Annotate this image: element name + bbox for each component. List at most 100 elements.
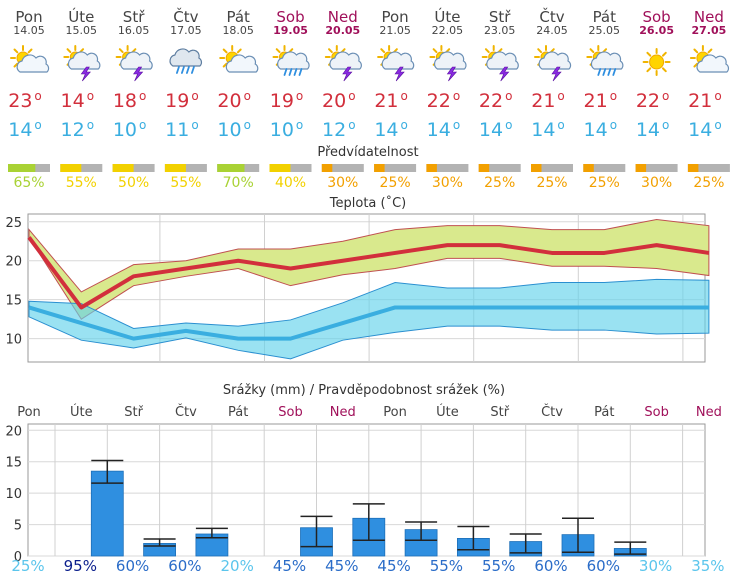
day-name: Pát [593, 8, 617, 26]
day-name: Čtv [539, 7, 564, 26]
max-temp-label: 21 o [374, 89, 408, 112]
cloud-shape [16, 54, 50, 73]
precipitation-error-bar [405, 521, 438, 542]
precipitation-probability: 35% [691, 557, 724, 573]
precip-day-name: Sob [278, 405, 302, 420]
predictability-percent: 25% [484, 175, 515, 191]
temperature-y-tick: 15 [5, 294, 22, 309]
day-date: 19.05 [273, 24, 308, 37]
max-temp-label: 21 o [584, 89, 618, 112]
rain-drop [190, 66, 195, 74]
rain-drop [175, 66, 180, 74]
predictability-percent: 30% [432, 175, 463, 191]
cloud-shape [277, 51, 310, 70]
sun-ray [328, 48, 333, 54]
predictability-bar-bg [374, 164, 417, 172]
cloud-shape [225, 54, 259, 73]
cloud-shape [590, 51, 624, 70]
precipitation-probability: 45% [325, 557, 358, 573]
predictability-bar-fill [112, 164, 134, 172]
sun-ray [707, 48, 713, 54]
day-date: 26.05 [639, 24, 674, 37]
precip-day-name: Úte [436, 404, 459, 420]
max-temp-label: 18 o [113, 89, 147, 112]
temperature-y-tick: 25 [5, 216, 22, 231]
day-date: 23.05 [484, 24, 516, 37]
min-temp-label: 14 o [374, 118, 408, 141]
precip-day-name: Úte [70, 404, 93, 420]
predictability-percent: 30% [327, 175, 358, 191]
predictability-bar-fill [321, 164, 333, 172]
cloud-shape [67, 51, 101, 70]
day-name: Pát [226, 8, 250, 26]
predictability-bar-bg [635, 164, 678, 172]
temperature-y-tick: 10 [5, 333, 22, 348]
precipitation-bar [90, 470, 124, 557]
predictability-bar-fill [374, 164, 385, 172]
precipitation-probability: 55% [430, 557, 463, 573]
min-temp-label: 10 o [270, 118, 304, 141]
predictability-percent: 65% [13, 175, 44, 191]
sun-ray [66, 48, 72, 54]
sun-ray [646, 67, 652, 73]
precipitation-probability: 60% [168, 557, 201, 573]
rain-drop [288, 68, 293, 76]
lightning-bolt [342, 66, 353, 82]
predictability-percent: 25% [380, 175, 411, 191]
predictability-bar-bg [687, 164, 730, 172]
sun-ray [118, 48, 124, 54]
predictability-bar-fill [60, 164, 82, 172]
predictability-bar-fill [478, 164, 490, 172]
precip-day-name: Čtv [541, 404, 563, 420]
precipitation-probability: 55% [482, 557, 515, 573]
precipitation-probability: 60% [534, 557, 567, 573]
partly-cloudy-icon [689, 45, 730, 73]
precip-day-name: Čtv [175, 404, 197, 420]
precip-day-name: Sob [644, 405, 668, 420]
day-date: 14.05 [13, 24, 45, 37]
max-temperature-band [28, 218, 710, 320]
sun-ray [222, 48, 228, 54]
min-temp-label: 14 o [479, 118, 513, 141]
precip-day-name: Pát [594, 405, 614, 420]
min-temp-label: 11 o [165, 118, 199, 141]
precip-day-name: Pon [17, 405, 41, 420]
precip-day-name: Stř [124, 405, 143, 420]
cloud-shape [696, 54, 730, 73]
precipitation-error-bar [352, 503, 385, 542]
day-name: Ned [328, 8, 358, 26]
predictability-percent: 30% [641, 175, 672, 191]
precipitation-probability: 20% [221, 557, 254, 573]
min-temp-label: 10 o [217, 118, 251, 141]
precipitation-y-tick: 15 [5, 456, 22, 471]
precipitation-probability: 95% [64, 557, 97, 573]
partly-cloudy-icon [10, 45, 50, 73]
day-name: Pon [381, 8, 408, 26]
lightning-bolt [551, 66, 562, 82]
predictability-bar-fill [8, 164, 36, 172]
max-temp-label: 19 o [270, 89, 304, 112]
min-temperature-band [28, 278, 710, 360]
precip-day-name: Ned [330, 405, 356, 420]
sun-ray [646, 51, 652, 57]
day-name: Pon [15, 8, 42, 26]
min-temp-label: 14 o [584, 118, 618, 141]
precip-day-name: Pon [383, 405, 407, 420]
sun-disc [649, 54, 665, 70]
predictability-bar-fill [687, 164, 699, 172]
day-date: 21.05 [379, 24, 411, 37]
predictability-percent: 55% [66, 175, 97, 191]
predictability-percent: 25% [536, 175, 567, 191]
sun-ray [484, 48, 490, 54]
thunderstorm-icon [534, 45, 572, 82]
partly-cloudy-icon [219, 45, 259, 73]
day-name: Čtv [173, 7, 198, 26]
temperature-chart-title: Teplota (˚C) [329, 195, 406, 211]
min-temp-label: 10 o [113, 118, 147, 141]
predictability-percent: 25% [693, 175, 724, 191]
cloud-shape [433, 51, 467, 70]
sun-ray [661, 67, 667, 73]
sun-ray [589, 48, 595, 54]
sun-ray [380, 48, 386, 54]
predictability-bar-fill [164, 164, 186, 172]
